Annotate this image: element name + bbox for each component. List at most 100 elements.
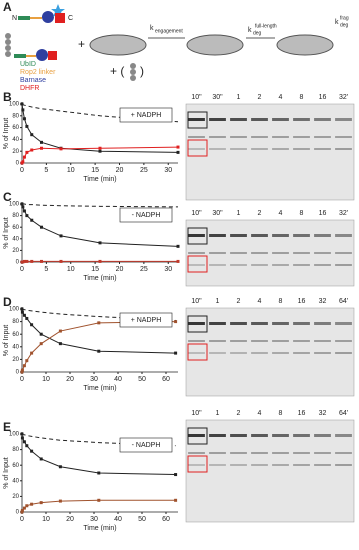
y-tick-label: 20 — [12, 248, 19, 254]
highlight-box — [187, 343, 208, 361]
band — [251, 234, 268, 237]
ubid-block — [14, 54, 26, 58]
band — [293, 464, 310, 466]
ubiquitin-chain — [5, 33, 11, 57]
band — [209, 136, 226, 138]
fit-curve — [21, 499, 176, 513]
band — [251, 136, 268, 138]
data-point — [20, 510, 24, 514]
band — [272, 452, 289, 454]
linker-block — [26, 55, 36, 57]
data-point — [30, 148, 34, 152]
x-tick-label: 30 — [164, 266, 172, 273]
band — [209, 252, 226, 254]
band — [314, 434, 331, 437]
band — [272, 234, 289, 237]
rate: k — [248, 27, 252, 34]
band — [335, 434, 352, 437]
y-tick-label: 0 — [16, 161, 20, 167]
rate-sub: engagement — [155, 28, 183, 34]
lane-label: 10" — [191, 410, 202, 417]
x-tick-label: 20 — [66, 376, 74, 383]
data-point — [25, 214, 29, 218]
data-point — [58, 499, 62, 503]
band — [251, 340, 268, 342]
data-point — [22, 209, 26, 213]
data-point — [174, 473, 178, 477]
data-point — [59, 147, 63, 151]
inset-label: - NADPH — [132, 212, 161, 219]
y-tick-label: 80 — [12, 113, 19, 119]
band — [251, 464, 268, 466]
highlight-box — [187, 315, 208, 333]
band — [230, 234, 247, 237]
y-tick-label: 20 — [12, 357, 19, 363]
data-point — [58, 342, 62, 346]
data-point — [98, 259, 102, 263]
rate-sub: deg — [340, 22, 349, 28]
data-point — [97, 498, 101, 502]
c-terminus: C — [68, 15, 73, 22]
x-tick-label: 10 — [67, 266, 75, 273]
x-axis-label: Time (min) — [83, 525, 116, 532]
data-point — [58, 329, 62, 333]
band — [188, 434, 205, 437]
data-point — [21, 160, 25, 164]
x-tick-label: 30 — [90, 376, 98, 383]
data-point — [174, 498, 178, 502]
band — [209, 264, 226, 266]
band — [230, 464, 247, 466]
x-tick-label: 15 — [91, 266, 99, 273]
control-curve — [22, 203, 179, 208]
lane-label: 4 — [258, 410, 262, 417]
data-point — [20, 508, 24, 512]
x-tick-label: 10 — [67, 167, 75, 174]
x-tick-label: 25 — [140, 167, 148, 174]
band — [293, 148, 310, 150]
x-tick-label: 15 — [91, 167, 99, 174]
x-tick-label: 50 — [138, 376, 146, 383]
lane-label: 2 — [258, 94, 262, 101]
lane-label: 16 — [319, 94, 327, 101]
data-point — [22, 155, 26, 159]
data-point — [20, 436, 24, 440]
x-tick-label: 30 — [164, 167, 172, 174]
y-tick-label: 80 — [12, 213, 19, 219]
band — [209, 452, 226, 454]
x-tick-label: 5 — [44, 266, 48, 273]
x-tick-label: 0 — [20, 266, 24, 273]
y-axis-label: % of Input — [3, 217, 10, 249]
band — [272, 322, 289, 325]
data-point — [176, 145, 180, 149]
lane-label: 64' — [339, 410, 348, 417]
band — [335, 452, 352, 454]
panel-letter: B — [3, 90, 12, 104]
proteasome — [89, 34, 147, 56]
rate-sup: full-length — [255, 23, 277, 29]
control-curve — [21, 308, 176, 321]
lane-label: 64' — [339, 298, 348, 305]
data-point — [40, 146, 43, 150]
data-point — [58, 465, 62, 469]
lane-label: 10" — [191, 210, 202, 217]
band — [251, 148, 268, 150]
proteasome — [276, 34, 334, 56]
band — [314, 118, 331, 121]
band — [188, 234, 205, 237]
lane-label: 30" — [212, 210, 223, 217]
band — [209, 118, 226, 121]
n-terminus: N — [12, 15, 17, 22]
lane-label: 2 — [237, 298, 241, 305]
rate: k — [335, 19, 339, 26]
data-point — [97, 471, 101, 475]
band — [335, 322, 352, 325]
data-point — [22, 364, 26, 368]
lane-label: 4 — [279, 94, 283, 101]
data-point — [30, 502, 34, 506]
lane-label: 32 — [319, 410, 327, 417]
data-point — [22, 506, 26, 510]
data-point — [21, 108, 25, 112]
y-axis-label: % of Input — [3, 118, 10, 150]
band — [251, 264, 268, 266]
